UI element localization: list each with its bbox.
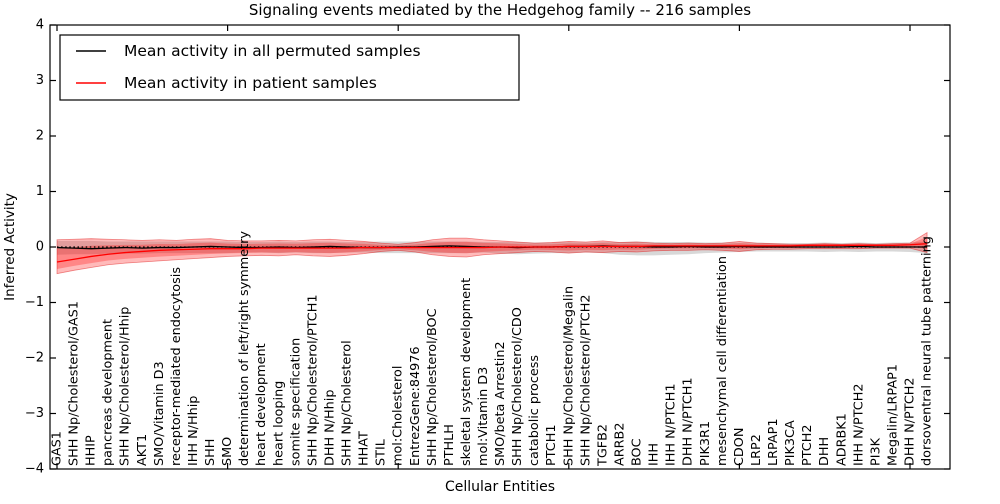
x-tick-label: pancreas development: [101, 319, 116, 466]
permuted-spread-band: [57, 240, 928, 256]
x-tick-label: SMO/beta Arrestin2: [493, 341, 508, 466]
y-tick-label: 1: [36, 184, 44, 199]
y-axis-label: Inferred Activity: [2, 193, 18, 301]
legend: Mean activity in all permuted samples Mea…: [59, 34, 520, 101]
x-tick-label: PI3K: [868, 437, 883, 466]
x-tick-label: determination of left/right symmetry: [237, 231, 252, 466]
x-tick-label: IHH N/PTCH2: [851, 384, 866, 466]
x-tick-label: STIL: [374, 438, 389, 466]
x-tick-label: SHH Np/Cholesterol/Hhip: [118, 307, 133, 466]
x-tick-label: heart development: [254, 343, 269, 466]
x-tick-label: mol:Vitamin D3: [476, 367, 491, 466]
x-tick-label: PTCH2: [800, 425, 815, 466]
x-tick-label: HHIP: [84, 435, 99, 466]
x-tick-label: BOC: [630, 438, 645, 466]
x-tick-label: DHH N/Hhip: [322, 390, 337, 466]
y-tick-label: −3: [25, 406, 44, 421]
y-tick-label: 0: [36, 240, 44, 255]
x-tick-label: PTCH1: [544, 425, 559, 466]
x-tick-label: DHH N/PTCH1: [681, 377, 696, 466]
legend-entry-label: Mean activity in patient samples: [124, 74, 377, 92]
x-tick-label: CDON: [732, 428, 747, 466]
x-tick-label: AKT1: [135, 434, 150, 466]
x-tick-label: SMO/Vitamin D3: [152, 361, 167, 466]
x-tick-label: dorsoventral neural tube patterning: [920, 236, 935, 466]
x-tick-label: SHH Np/Cholesterol: [340, 340, 355, 466]
patient-mean-line: [56, 243, 928, 263]
x-tick-label: EntrezGene:84976: [408, 346, 423, 466]
patient-spread-band-outer: [56, 231, 928, 275]
y-tick-label: −1: [25, 295, 44, 310]
x-tick-label: heart looping: [271, 381, 286, 466]
x-tick-label: receptor-mediated endocytosis: [169, 267, 184, 466]
x-axis-label: Cellular Entities: [445, 479, 555, 495]
x-tick-label: SHH Np/Cholesterol/CDO: [510, 307, 525, 466]
x-tick-label: LRP2: [749, 434, 764, 466]
x-tick-label: skeletal system development: [459, 278, 474, 466]
x-tick-label: SHH Np/Cholesterol/Megalin: [561, 286, 576, 466]
x-tick-label: HHAT: [357, 431, 372, 466]
x-tick-label: TGFB2: [595, 424, 610, 467]
x-tick-label: ARRB2: [612, 423, 627, 466]
chart-title: Signaling events mediated by the Hedgeho…: [249, 1, 751, 19]
x-tick-label: SHH Np/Cholesterol/PTCH2: [578, 295, 593, 466]
x-tick-label: PIK3CA: [783, 420, 798, 466]
x-tick-label: SHH Np/Cholesterol/BOC: [425, 308, 440, 466]
x-axis: [56, 25, 911, 469]
x-tick-label: mesenchymal cell differentiation: [715, 256, 730, 466]
x-tick-label: Megalin/LRPAP1: [885, 364, 900, 466]
x-tick-label: PTHLH: [442, 424, 457, 466]
x-tick-label: DHH: [817, 437, 832, 466]
x-tick-label: IHH N/Hhip: [186, 396, 201, 466]
y-axis: 4 3 2 1 0 −1 −2 −3 −4: [25, 18, 950, 477]
x-tick-label: SHH: [203, 439, 218, 466]
x-tick-label: ADRBK1: [834, 413, 849, 466]
x-tick-label: IHH: [647, 443, 662, 466]
y-tick-label: 4: [36, 18, 44, 33]
legend-box: [59, 34, 520, 101]
x-tick-label: SHH Np/Cholesterol/PTCH1: [305, 295, 320, 466]
x-tick-label: SHH Np/Cholesterol/GAS1: [67, 301, 82, 466]
x-tick-label: IHH N/PTCH1: [664, 384, 679, 466]
x-tick-label: catabolic process: [527, 355, 542, 466]
x-tick-label: PIK3R1: [698, 421, 713, 466]
patient-spread-band-inner: [57, 237, 928, 269]
x-tick-label: LRPAP1: [766, 418, 781, 466]
y-tick-label: 2: [36, 129, 44, 144]
x-tick-label: somite specification: [288, 338, 303, 466]
x-tick-label: GAS1: [50, 431, 65, 466]
x-tick-label: SMO: [220, 437, 235, 466]
x-tick-label: DHH N/PTCH2: [903, 377, 918, 466]
y-tick-label: −4: [25, 462, 44, 477]
x-category-labels: GAS1 SHH Np/Cholesterol/GAS1 HHIP pancreas …: [50, 231, 935, 467]
y-tick-label: −2: [25, 351, 44, 366]
legend-entry-label: Mean activity in all permuted samples: [124, 42, 421, 60]
y-tick-label: 3: [36, 73, 44, 88]
x-tick-label: mol:Cholesterol: [391, 366, 406, 466]
